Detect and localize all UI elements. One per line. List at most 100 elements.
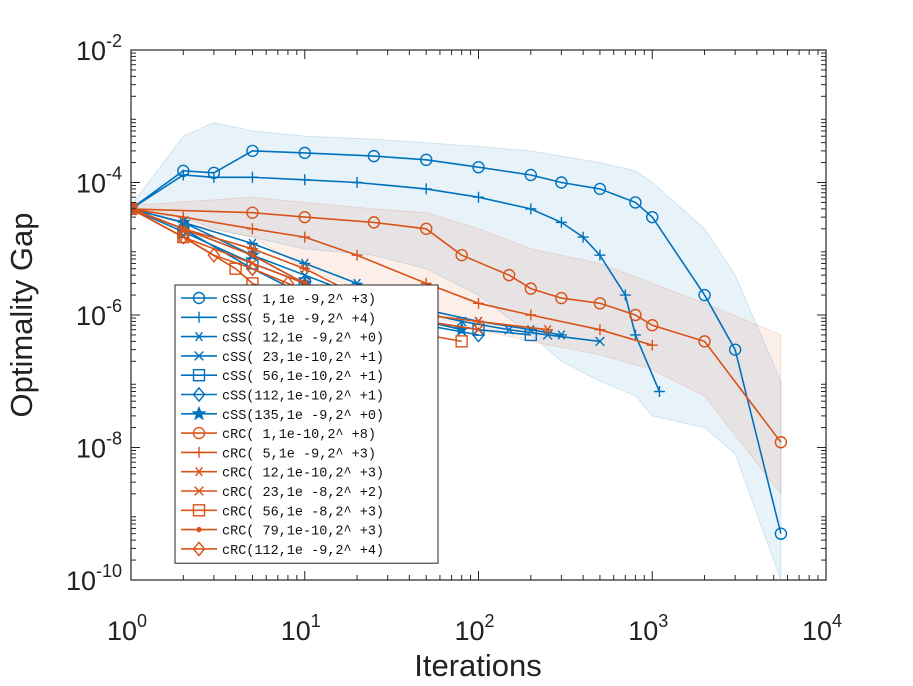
data-point: [555, 330, 567, 340]
data-point: [177, 211, 189, 223]
data-point: [249, 252, 256, 258]
data-point: [246, 243, 258, 254]
axes: 100 101 102 103 104 10-2 10-4 10-6 10-8 10-10: [66, 31, 842, 646]
data-point: [351, 177, 363, 188]
legend-marker: [194, 486, 204, 496]
data-point: [246, 206, 259, 219]
data-point: [208, 171, 220, 183]
legend-entry: cRC( 23,1e -8,2^ +2): [181, 486, 384, 501]
data-point: [472, 323, 485, 336]
data-point: [525, 203, 537, 215]
legend-entry: cSS( 5,1e -9,2^ +4): [181, 311, 376, 327]
data-point: [419, 153, 433, 167]
data-point: [594, 249, 606, 261]
legend-marker: [192, 426, 206, 440]
series-line-8: [131, 208, 653, 346]
data-point: [299, 231, 311, 243]
data-point: [298, 210, 311, 224]
data-point: [367, 216, 381, 229]
y-tick-label: 10-4: [76, 164, 122, 199]
data-point: [728, 343, 742, 356]
series-line-7: [131, 208, 782, 443]
data-point: [555, 291, 568, 305]
legend-entry: cSS(135,1e -9,2^ +0): [181, 405, 384, 424]
legend-entry: cSS( 56,1e-10,2^ +1): [181, 369, 384, 385]
legend-marker: [192, 291, 206, 305]
legend-entry: cSS( 12,1e -9,2^ +0): [181, 332, 384, 347]
data-point: [629, 308, 642, 322]
data-point: [472, 161, 485, 174]
data-point: [351, 249, 363, 261]
legend-entry: cRC( 1,1e-10,2^ +8): [181, 426, 376, 443]
legend-entry: cSS( 23,1e-10,2^ +1): [181, 351, 384, 366]
series-7: [131, 202, 788, 449]
data-point: [177, 169, 189, 181]
data-point: [473, 316, 484, 327]
series-1: [131, 169, 665, 398]
data-point: [455, 335, 468, 348]
data-point: [619, 289, 631, 301]
data-point: [367, 149, 381, 163]
data-point: [524, 282, 538, 295]
legend-entry: cRC(112,1e -9,2^ +4): [181, 541, 384, 559]
legend-label: cRC( 79,1e-10,2^ +3): [222, 525, 384, 540]
data-point: [646, 319, 659, 332]
data-point: [774, 436, 788, 449]
y-tick-label: 10-8: [76, 429, 122, 464]
legend-marker: [193, 331, 205, 342]
legend-label: cSS(135,1e -9,2^ +0): [222, 409, 384, 424]
legend-label: cSS( 56,1e-10,2^ +1): [222, 370, 384, 385]
data-point: [577, 231, 589, 243]
data-point: [455, 248, 468, 262]
data-point: [473, 324, 484, 335]
data-point: [473, 191, 484, 203]
legend-marker: [191, 405, 207, 421]
data-point: [299, 263, 311, 274]
data-point: [698, 335, 711, 348]
data-point: [542, 324, 554, 335]
data-point: [646, 210, 659, 224]
data-point: [594, 324, 606, 336]
legend-label: cSS(112,1e-10,2^ +1): [222, 390, 384, 405]
legend-entry: cRC( 5,1e -9,2^ +3): [181, 446, 376, 462]
data-point: [524, 168, 538, 182]
data-point: [246, 144, 259, 158]
data-point: [555, 176, 568, 189]
y-tick-label: 10-6: [76, 296, 122, 331]
data-point: [207, 247, 221, 263]
legend-entry: cRC( 79,1e-10,2^ +3): [181, 525, 384, 540]
y-tick-label: 10-10: [66, 561, 122, 596]
data-point: [542, 330, 553, 340]
data-point: [629, 329, 641, 341]
legend-box: [174, 284, 439, 564]
legend-entry: cSS(112,1e-10,2^ +1): [181, 386, 384, 405]
data-point: [524, 328, 538, 342]
data-point: [593, 297, 607, 310]
data-point: [246, 171, 258, 183]
legend-marker: [192, 386, 206, 403]
data-point: [774, 527, 788, 540]
legend-entry: cSS( 1,1e -9,2^ +3): [181, 291, 376, 308]
legend-entry: cRC( 12,1e-10,2^ +3): [181, 467, 384, 482]
legend-label: cSS( 1,1e -9,2^ +3): [222, 293, 376, 308]
data-point: [131, 201, 138, 217]
data-point: [246, 223, 258, 235]
y-tick-label: 10-2: [76, 31, 122, 66]
legend: cSS( 1,1e -9,2^ +3) cSS( 5,1e -9,2^ +4) cS…: [174, 284, 439, 564]
data-point: [525, 309, 537, 321]
series-line-9: [131, 208, 548, 331]
legend-label: cRC( 5,1e -9,2^ +3): [222, 447, 376, 462]
legend-marker: [192, 541, 206, 557]
legend-marker: [192, 369, 206, 382]
data-point: [473, 297, 484, 309]
x-tick-label: 104: [802, 611, 842, 646]
y-axis-label: Optimality Gap: [4, 212, 39, 417]
legend-label: cRC( 23,1e -8,2^ +2): [222, 486, 384, 501]
legend-marker: [196, 526, 202, 533]
legend-label: cSS( 23,1e-10,2^ +1): [222, 351, 384, 366]
data-point: [629, 196, 642, 209]
data-point: [298, 146, 311, 160]
band-0: [131, 122, 782, 580]
data-point: [246, 260, 259, 277]
